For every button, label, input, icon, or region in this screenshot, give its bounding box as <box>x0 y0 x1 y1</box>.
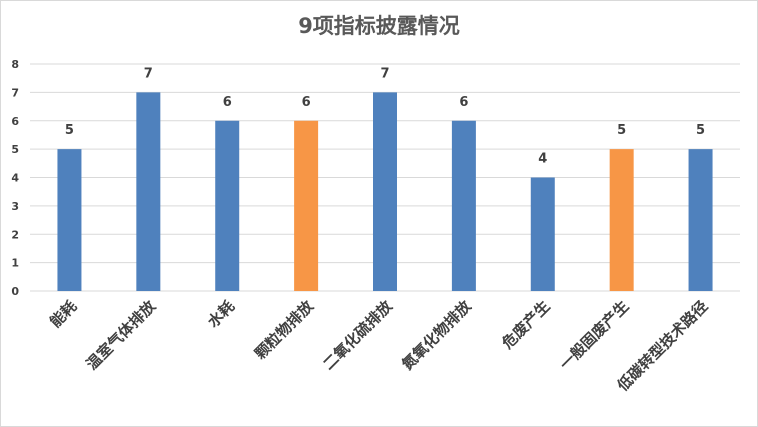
data-label: 5 <box>696 123 705 138</box>
x-category-label: 水耗 <box>204 297 238 331</box>
y-axis-ticks: 0 1 2 3 4 5 6 7 8 <box>11 58 19 298</box>
bar <box>530 177 555 291</box>
bar <box>688 149 713 291</box>
y-tick-label: 6 <box>11 115 19 128</box>
chart-title: 9项指标披露情况 <box>298 14 460 38</box>
y-tick-label: 3 <box>11 200 19 213</box>
x-category-label: 能耗 <box>46 297 80 331</box>
y-tick-label: 1 <box>11 257 19 270</box>
bars <box>57 92 713 291</box>
data-label: 4 <box>538 152 547 167</box>
y-tick-label: 4 <box>11 172 19 185</box>
data-label: 6 <box>459 95 468 110</box>
y-tick-label: 8 <box>11 58 19 71</box>
bar <box>57 149 82 291</box>
y-tick-label: 7 <box>11 86 19 99</box>
bar <box>373 92 397 291</box>
x-axis-categories: 能耗 温室气体排放 水耗 颗粒物排放 二氧化硫排放 氮氧化物排放 危废产生 一般固废产生低碳转… <box>46 296 711 395</box>
x-category-label: 二氧化硫排放 <box>319 296 396 373</box>
bar <box>609 149 634 291</box>
y-tick-label: 5 <box>11 143 19 156</box>
data-label: 6 <box>302 95 311 110</box>
data-label: 6 <box>223 95 232 110</box>
bar <box>215 120 240 291</box>
bar <box>294 120 319 291</box>
x-category-label: 一般固废产生 <box>556 297 632 373</box>
bar <box>136 92 161 291</box>
x-category-label: 颗粒物排放 <box>251 296 317 362</box>
x-category-label: 危废产生 <box>498 297 553 352</box>
data-label: 5 <box>65 123 74 138</box>
x-category-label: 温室气体排放 <box>83 296 160 373</box>
data-labels: 5 7 6 6 7 6 4 5 5 <box>65 66 705 166</box>
x-category-label: 氮氧化物排放 <box>398 296 475 373</box>
data-label: 5 <box>617 123 626 138</box>
y-tick-label: 2 <box>11 228 19 241</box>
data-label: 7 <box>380 66 389 81</box>
data-label: 7 <box>144 66 153 81</box>
y-tick-label: 0 <box>11 285 19 298</box>
bar <box>451 120 476 291</box>
